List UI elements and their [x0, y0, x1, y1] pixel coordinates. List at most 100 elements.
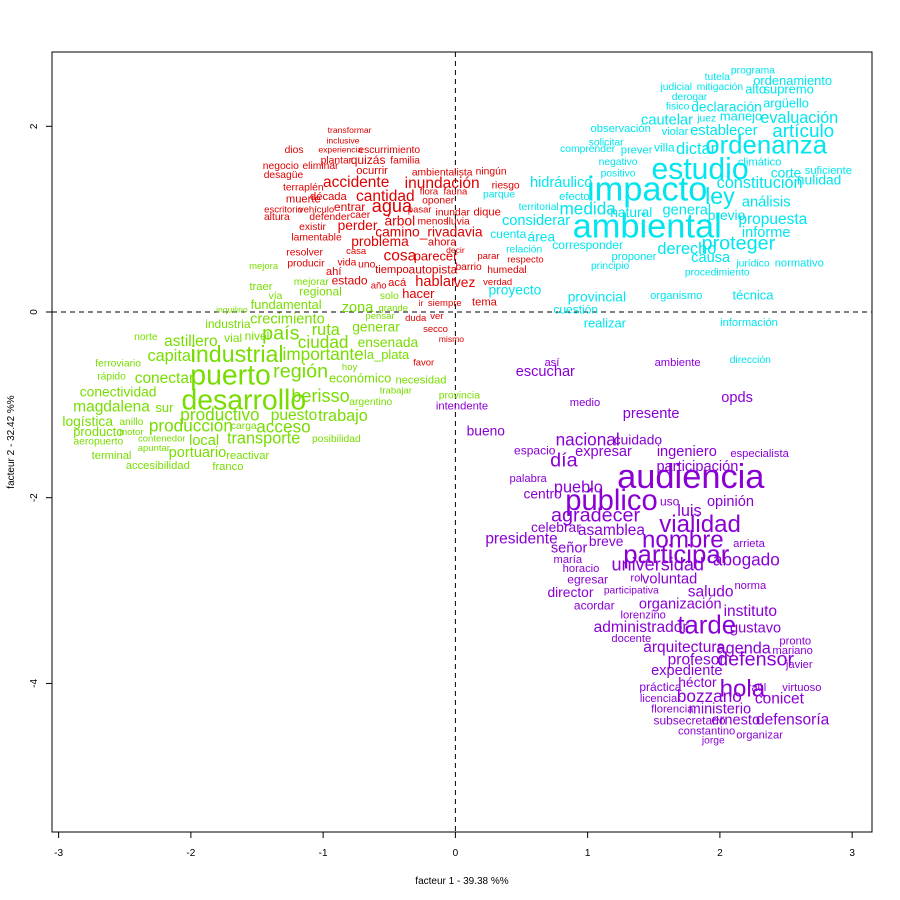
- word-point: contenedor: [138, 434, 186, 445]
- word-point: conectividad: [80, 384, 157, 399]
- word-point: información: [720, 317, 778, 329]
- word-point: fundamental: [251, 297, 322, 312]
- x-tick-label: -1: [319, 848, 328, 859]
- word-point: derecho: [657, 240, 716, 258]
- word-point: espacio: [514, 443, 556, 457]
- word-point: rol: [630, 572, 642, 584]
- x-axis: -3 -2 -1 0 1 2 3: [54, 831, 855, 859]
- word-point: ordenanza: [705, 132, 828, 160]
- word-point: norma: [734, 580, 766, 592]
- word-point: escuchar: [516, 364, 575, 380]
- word-point: cosa: [383, 247, 416, 264]
- word-point: crecimiento: [250, 311, 325, 327]
- word-point: pueblo: [554, 479, 603, 497]
- word-point: terminal: [92, 450, 132, 462]
- word-point: vialidad: [659, 511, 741, 538]
- word-point: nulidad: [797, 173, 842, 188]
- word-point: provincial: [568, 290, 626, 305]
- word-point: ir: [419, 298, 424, 308]
- word-point: celebrar: [531, 520, 581, 535]
- word-point: inquilino: [216, 304, 248, 314]
- word-point: jurídico: [735, 258, 769, 269]
- word-point: agradecer: [551, 505, 640, 527]
- word-point: terraplén: [283, 182, 324, 193]
- word-point: arrieta: [733, 538, 765, 550]
- word-point: productivo: [180, 405, 259, 425]
- word-point: negocio: [263, 161, 299, 172]
- word-point: presente: [623, 406, 680, 422]
- word-point: generar: [352, 319, 400, 334]
- word-point: nacional: [556, 430, 620, 450]
- word-point: público: [565, 485, 658, 517]
- word-point: constitución: [717, 174, 803, 192]
- word-point: dirección: [730, 355, 771, 366]
- word-point: zona: [342, 300, 375, 316]
- word-point: vía: [269, 291, 283, 302]
- word-point: caer: [350, 210, 371, 221]
- word-point: puesto: [271, 407, 318, 424]
- word-point: fauna: [443, 187, 467, 198]
- word-point: ocurrir: [356, 165, 388, 177]
- y-tick-label: 0: [29, 309, 40, 315]
- word-point: quizás: [351, 153, 386, 167]
- word-point: defender: [309, 212, 350, 223]
- word-point: la_plata: [364, 347, 410, 362]
- word-point: autopista: [409, 262, 458, 276]
- word-point: transporte: [227, 430, 300, 448]
- word-point: efecto: [559, 191, 589, 203]
- x-tick-label: 0: [453, 848, 459, 859]
- word-point: arquitectura: [643, 639, 725, 656]
- x-tick-label: 2: [717, 848, 723, 859]
- word-point: reactivar: [226, 450, 269, 462]
- y-axis: -4 -2 0 2: [29, 123, 53, 688]
- word-point: centro: [523, 487, 562, 502]
- word-point: horacio: [563, 563, 600, 575]
- word-point: tutela: [705, 72, 730, 83]
- word-point: medida: [559, 198, 616, 218]
- word-point: ingeniero: [657, 444, 717, 460]
- word-point: portuario: [169, 445, 227, 461]
- word-point: juez: [696, 114, 716, 125]
- word-point: lamentable: [291, 232, 342, 243]
- word-point: organizar: [736, 729, 783, 741]
- word-point: saludo: [688, 584, 734, 601]
- word-point: luis: [677, 502, 701, 520]
- word-point: declaración: [691, 99, 762, 114]
- word-point: franco: [212, 461, 243, 473]
- word-point: verdad: [483, 277, 512, 288]
- word-point: país: [262, 323, 299, 345]
- y-tick-label: -2: [29, 493, 40, 502]
- word-point: mitigación: [697, 82, 744, 93]
- word-point: raúl: [748, 682, 767, 694]
- word-point: grande: [378, 303, 408, 314]
- word-point: desarrollo: [181, 385, 306, 417]
- word-point: duda: [405, 313, 427, 324]
- word-point: general: [662, 203, 711, 219]
- word-point: conicet: [755, 690, 805, 707]
- word-point: florencia: [651, 703, 694, 715]
- word-point: inundación: [405, 175, 480, 192]
- word-point: década: [310, 191, 347, 203]
- word-point: accidente: [323, 174, 389, 191]
- word-point: mejora: [249, 261, 279, 272]
- word-point: positivo: [601, 168, 636, 179]
- word-point: palabra: [509, 473, 547, 485]
- word-point: normativo: [775, 258, 824, 270]
- word-point: árbol: [384, 214, 415, 229]
- word-point: tarde: [677, 612, 736, 640]
- word-point: expresar: [575, 444, 632, 460]
- word-point: estudio: [652, 153, 749, 186]
- word-point: procedimiento: [685, 268, 750, 279]
- word-point: gustavo: [730, 621, 781, 637]
- word-point: agua: [372, 196, 413, 216]
- word-point: tiempo: [375, 264, 409, 276]
- word-point: trabajar: [380, 385, 412, 396]
- word-point: lluvia: [446, 217, 470, 228]
- word-point: organismo: [650, 290, 702, 302]
- word-point: apuntar: [138, 443, 170, 454]
- word-point: necesidad: [395, 375, 446, 387]
- word-point: territorial: [519, 202, 559, 213]
- word-point: casa: [346, 246, 367, 257]
- word-point: vehículo: [299, 204, 334, 215]
- word-point: impacto: [587, 170, 707, 208]
